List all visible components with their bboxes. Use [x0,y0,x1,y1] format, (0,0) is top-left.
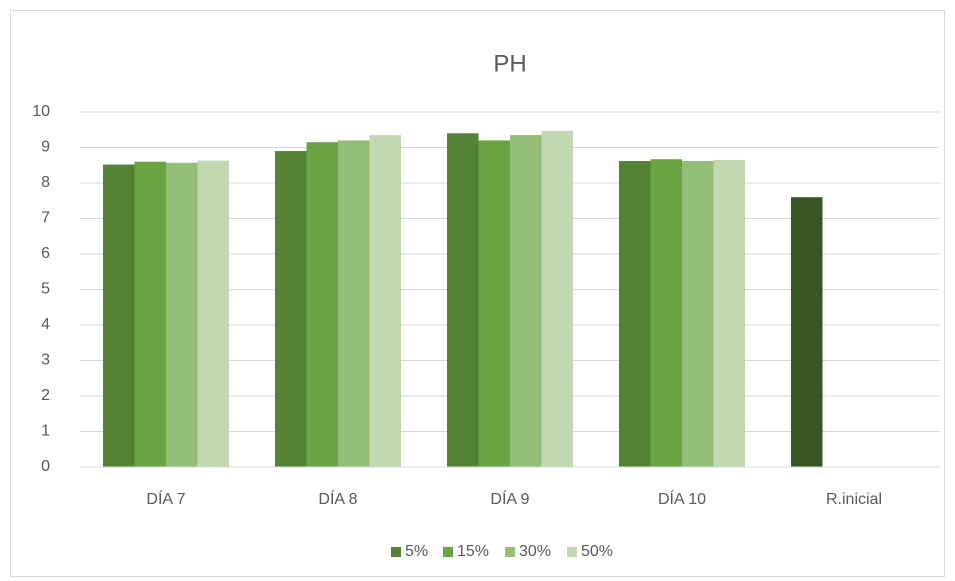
bar [369,135,401,467]
legend-swatch [391,547,401,557]
y-tick-label: 10 [32,103,50,120]
y-tick-label: 1 [41,423,50,440]
y-tick-label: 7 [41,210,50,227]
y-tick-label: 8 [41,174,50,191]
x-tick-label: DÍA 8 [318,489,357,508]
x-tick-label: DÍA 10 [658,489,706,508]
legend-swatch [505,547,515,557]
bar [619,160,651,468]
bar [103,164,135,468]
bar [478,140,510,467]
chart-title: PH [493,50,526,77]
bar [510,135,542,467]
legend-label: 5% [405,543,428,560]
bar [791,197,823,467]
bar [338,140,370,467]
y-tick-label: 4 [41,316,50,333]
y-tick-label: 2 [41,387,50,404]
bar [447,133,479,468]
bar [306,142,338,468]
y-tick-label: 3 [41,352,50,369]
y-tick-label: 9 [41,139,50,156]
bar [166,162,198,467]
y-tick-label: 5 [41,281,50,298]
bar [275,151,307,468]
bar [650,159,682,467]
bar [713,159,745,468]
bar [541,130,573,467]
bar [682,160,714,468]
bar [134,161,166,467]
y-tick-label: 0 [41,458,50,475]
x-tick-label: R.inicial [826,491,882,508]
legend-swatch [567,547,577,557]
y-tick-label: 6 [41,245,50,262]
legend-label: 50% [581,543,613,560]
x-tick-label: DÍA 7 [146,489,185,508]
x-tick-label: DÍA 9 [490,489,529,508]
legend-swatch [443,547,453,557]
legend-label: 15% [457,543,489,560]
legend-label: 30% [519,543,551,560]
bar [197,160,229,467]
